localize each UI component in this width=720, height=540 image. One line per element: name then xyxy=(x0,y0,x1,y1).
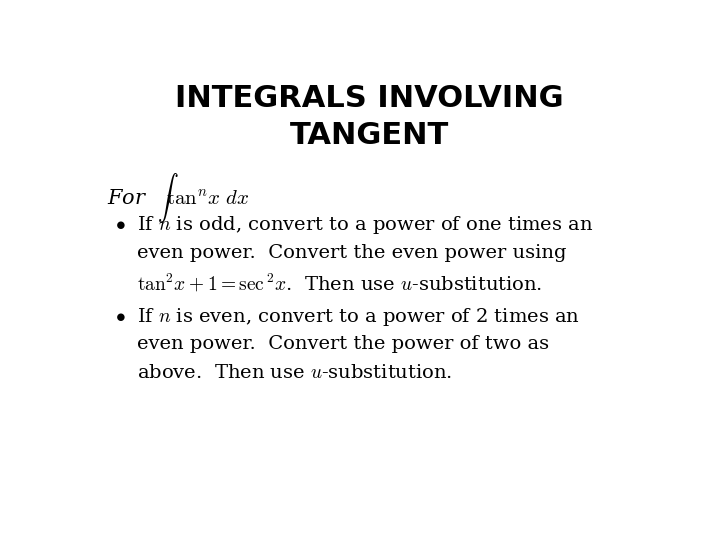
Text: $\bullet$: $\bullet$ xyxy=(115,306,126,325)
Text: INTEGRALS INVOLVING: INTEGRALS INVOLVING xyxy=(175,84,563,112)
Text: $\bullet$: $\bullet$ xyxy=(115,214,126,233)
Text: For  $\int\!\tan^{n}\! x\ dx$: For $\int\!\tan^{n}\! x\ dx$ xyxy=(107,171,249,225)
Text: even power.  Convert the even power using: even power. Convert the even power using xyxy=(138,244,567,261)
Text: If $n$ is odd, convert to a power of one times an: If $n$ is odd, convert to a power of one… xyxy=(138,214,594,237)
Text: even power.  Convert the power of two as: even power. Convert the power of two as xyxy=(138,335,549,353)
Text: If $n$ is even, convert to a power of 2 times an: If $n$ is even, convert to a power of 2 … xyxy=(138,306,580,328)
Text: TANGENT: TANGENT xyxy=(289,121,449,150)
Text: above.  Then use $u$-substitution.: above. Then use $u$-substitution. xyxy=(138,364,453,382)
Text: $\tan^2\! x + 1 = \sec^{\,2}\! x$.  Then use $u$-substitution.: $\tan^2\! x + 1 = \sec^{\,2}\! x$. Then … xyxy=(138,273,543,295)
